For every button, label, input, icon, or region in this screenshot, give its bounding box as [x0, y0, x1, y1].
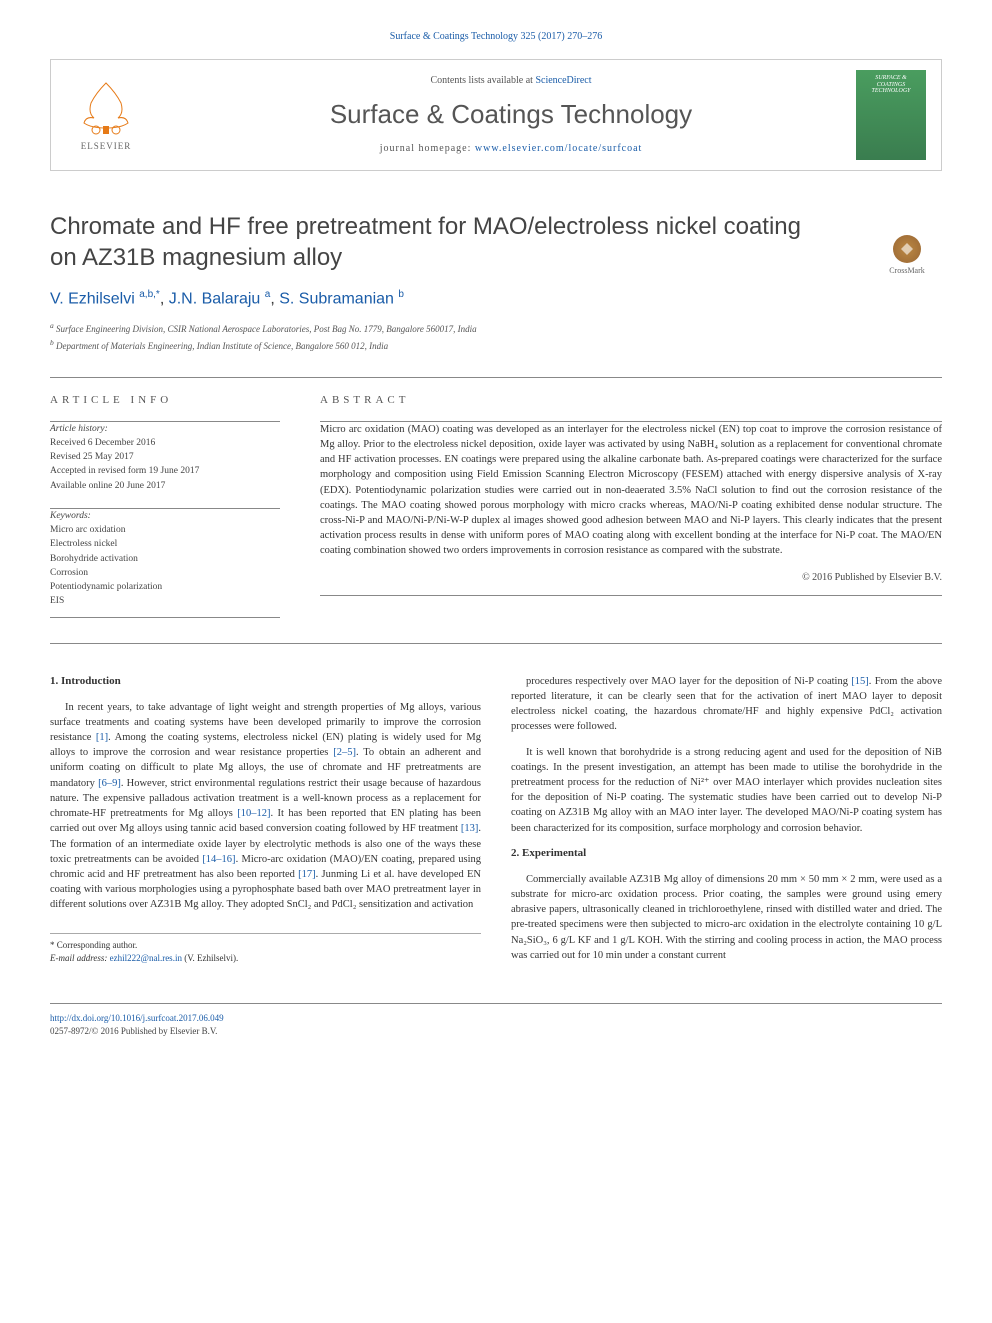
homepage-prefix: journal homepage:	[380, 143, 475, 154]
citation-link[interactable]: [14–16]	[202, 854, 235, 865]
divider-top	[50, 377, 942, 378]
abstract-text: Micro arc oxidation (MAO) coating was de…	[320, 422, 942, 559]
citation-link[interactable]: [2–5]	[333, 747, 356, 758]
abstract-header: ABSTRACT	[320, 393, 942, 408]
corr-label: * Corresponding author.	[50, 939, 481, 952]
crossmark-label: CrossMark	[889, 265, 925, 276]
citation-link[interactable]: [6–9]	[98, 778, 121, 789]
affiliation-line: a Surface Engineering Division, CSIR Nat…	[50, 321, 942, 336]
keywords-block: Keywords: Micro arc oxidationElectroless…	[50, 509, 280, 609]
body-col-right: procedures respectively over MAO layer f…	[511, 674, 942, 973]
intro-para-1: In recent years, to take advantage of li…	[50, 700, 481, 913]
citation-link[interactable]: [17]	[298, 869, 316, 880]
journal-name: Surface & Coatings Technology	[166, 96, 856, 132]
article-info-col: ARTICLE INFO Article history: Received 6…	[50, 393, 280, 617]
citation-link[interactable]: [10–12]	[237, 808, 270, 819]
citation-link[interactable]: [13]	[461, 823, 479, 834]
history-block: Article history: Received 6 December 201…	[50, 422, 280, 493]
col2-para-1: procedures respectively over MAO layer f…	[511, 674, 942, 735]
col2-para-2: It is well known that borohydride is a s…	[511, 745, 942, 836]
elsevier-logo: ELSEVIER	[66, 70, 146, 160]
corresponding-note: * Corresponding author. E-mail address: …	[50, 933, 481, 965]
corr-email-line: E-mail address: ezhil222@nal.res.in (V. …	[50, 952, 481, 965]
author-affil-sup: a,b,*	[139, 289, 160, 300]
page-footer: http://dx.doi.org/10.1016/j.surfcoat.201…	[50, 1003, 942, 1037]
issn-line: 0257-8972/© 2016 Published by Elsevier B…	[50, 1026, 217, 1036]
body-col-left: 1. Introduction In recent years, to take…	[50, 674, 481, 973]
history-line: Received 6 December 2016	[50, 436, 280, 450]
email-label: E-mail address:	[50, 953, 110, 963]
abstract-col: ABSTRACT Micro arc oxidation (MAO) coati…	[320, 393, 942, 617]
citation-link[interactable]: [15]	[851, 676, 869, 687]
journal-cover-thumb: SURFACE & COATINGS TECHNOLOGY	[856, 70, 926, 160]
author-list: V. Ezhilselvi a,b,*, J.N. Balaraju a, S.…	[50, 288, 942, 311]
info-abstract-row: ARTICLE INFO Article history: Received 6…	[50, 393, 942, 617]
keyword-line: Electroless nickel	[50, 537, 280, 551]
corr-email-link[interactable]: ezhil222@nal.res.in	[110, 953, 182, 963]
top-citation-link[interactable]: Surface & Coatings Technology 325 (2017)…	[390, 31, 602, 42]
history-line: Accepted in revised form 19 June 2017	[50, 464, 280, 478]
elsevier-tree-icon	[76, 78, 136, 138]
author-name[interactable]: S. Subramanian	[279, 291, 394, 308]
keywords-label: Keywords:	[50, 509, 280, 523]
elsevier-name: ELSEVIER	[81, 140, 132, 153]
author-affil-sup: a	[265, 289, 271, 300]
top-citation: Surface & Coatings Technology 325 (2017)…	[50, 30, 942, 44]
journal-header: ELSEVIER Contents lists available at Sci…	[50, 59, 942, 171]
keyword-line: Corrosion	[50, 566, 280, 580]
doi-link[interactable]: http://dx.doi.org/10.1016/j.surfcoat.201…	[50, 1013, 224, 1023]
keyword-line: Potentiodynamic polarization	[50, 580, 280, 594]
history-label: Article history:	[50, 422, 280, 436]
divider-body-top	[50, 643, 942, 644]
divider-info-3	[50, 617, 280, 618]
history-line: Revised 25 May 2017	[50, 450, 280, 464]
keyword-line: EIS	[50, 594, 280, 608]
keyword-line: Micro arc oxidation	[50, 523, 280, 537]
affiliation-line: b Department of Materials Engineering, I…	[50, 338, 942, 353]
intro-heading: 1. Introduction	[50, 674, 481, 690]
crossmark-badge[interactable]: CrossMark	[872, 235, 942, 285]
corr-email-name: (V. Ezhilselvi).	[182, 953, 238, 963]
contents-prefix: Contents lists available at	[430, 75, 535, 86]
exp-heading: 2. Experimental	[511, 846, 942, 862]
contents-line: Contents lists available at ScienceDirec…	[166, 74, 856, 88]
keyword-line: Borohydride activation	[50, 552, 280, 566]
affiliations: a Surface Engineering Division, CSIR Nat…	[50, 321, 942, 352]
article-info-header: ARTICLE INFO	[50, 393, 280, 408]
homepage-link[interactable]: www.elsevier.com/locate/surfcoat	[475, 143, 642, 154]
sciencedirect-link[interactable]: ScienceDirect	[535, 75, 591, 86]
cover-title: SURFACE & COATINGS TECHNOLOGY	[861, 75, 921, 95]
abstract-copyright: © 2016 Published by Elsevier B.V.	[320, 571, 942, 585]
author-name[interactable]: J.N. Balaraju	[169, 291, 261, 308]
divider-abs-2	[320, 595, 942, 596]
crossmark-icon	[893, 235, 921, 263]
citation-link[interactable]: [1]	[96, 732, 108, 743]
author-name[interactable]: V. Ezhilselvi	[50, 291, 135, 308]
article-title: Chromate and HF free pretreatment for MA…	[50, 211, 830, 273]
header-center: Contents lists available at ScienceDirec…	[166, 74, 856, 156]
homepage-line: journal homepage: www.elsevier.com/locat…	[166, 142, 856, 156]
body-columns: 1. Introduction In recent years, to take…	[50, 674, 942, 973]
exp-para-1: Commercially available AZ31B Mg alloy of…	[511, 872, 942, 963]
history-line: Available online 20 June 2017	[50, 479, 280, 493]
author-affil-sup: b	[398, 289, 404, 300]
